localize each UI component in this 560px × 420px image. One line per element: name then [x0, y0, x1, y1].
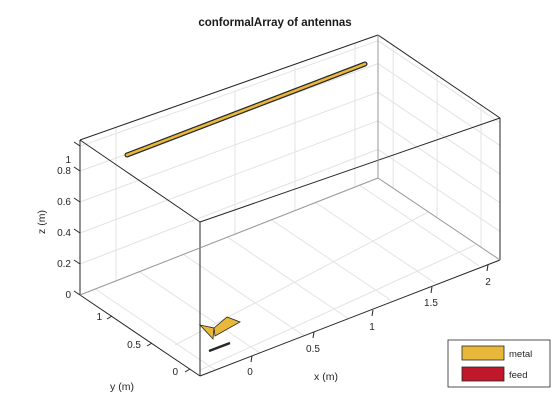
dipole-antenna[interactable] [124, 61, 368, 158]
x-tick-labels: 0 0.5 1 1.5 2 [247, 277, 491, 378]
axes-box [79, 34, 501, 377]
y-tick-label: 0 [172, 367, 178, 378]
z-tick-labels: 0 0.2 0.4 0.6 0.8 1 [57, 155, 71, 301]
legend-label-feed: feed [509, 370, 528, 381]
z-tick-label: 0.6 [57, 197, 71, 208]
legend-label-metal: metal [509, 349, 532, 360]
tick-marks [73, 141, 489, 373]
x-tick-label: 0.5 [306, 344, 320, 355]
x-tick-label: 1 [369, 322, 375, 333]
legend: metal feed [447, 339, 551, 388]
z-tick-label: 0 [65, 290, 71, 301]
x-tick-label: 0 [247, 367, 253, 378]
y-tick-label: 1 [96, 312, 102, 323]
legend-swatch-metal [461, 345, 505, 361]
back-pane-xz [378, 35, 500, 260]
x-axis-label: x (m) [314, 371, 338, 383]
z-tick-label: 0.8 [57, 166, 71, 177]
z-tick-label: 1 [65, 155, 71, 166]
z-tick-label: 0.4 [57, 228, 71, 239]
y-tick-label: 0.5 [127, 340, 141, 351]
bowtie-antenna[interactable] [198, 316, 241, 353]
y-axis-label: y (m) [110, 381, 134, 393]
z-tick-label: 0.2 [57, 259, 71, 270]
z-axis-label: z (m) [36, 210, 48, 234]
plot-title: conformalArray of antennas [198, 17, 351, 29]
x-tick-label: 2 [485, 277, 491, 288]
legend-swatch-feed [461, 366, 505, 382]
back-pane-yz [80, 35, 378, 295]
x-tick-label: 1.5 [424, 298, 438, 309]
y-tick-labels: 1 0.5 0 [96, 312, 178, 378]
